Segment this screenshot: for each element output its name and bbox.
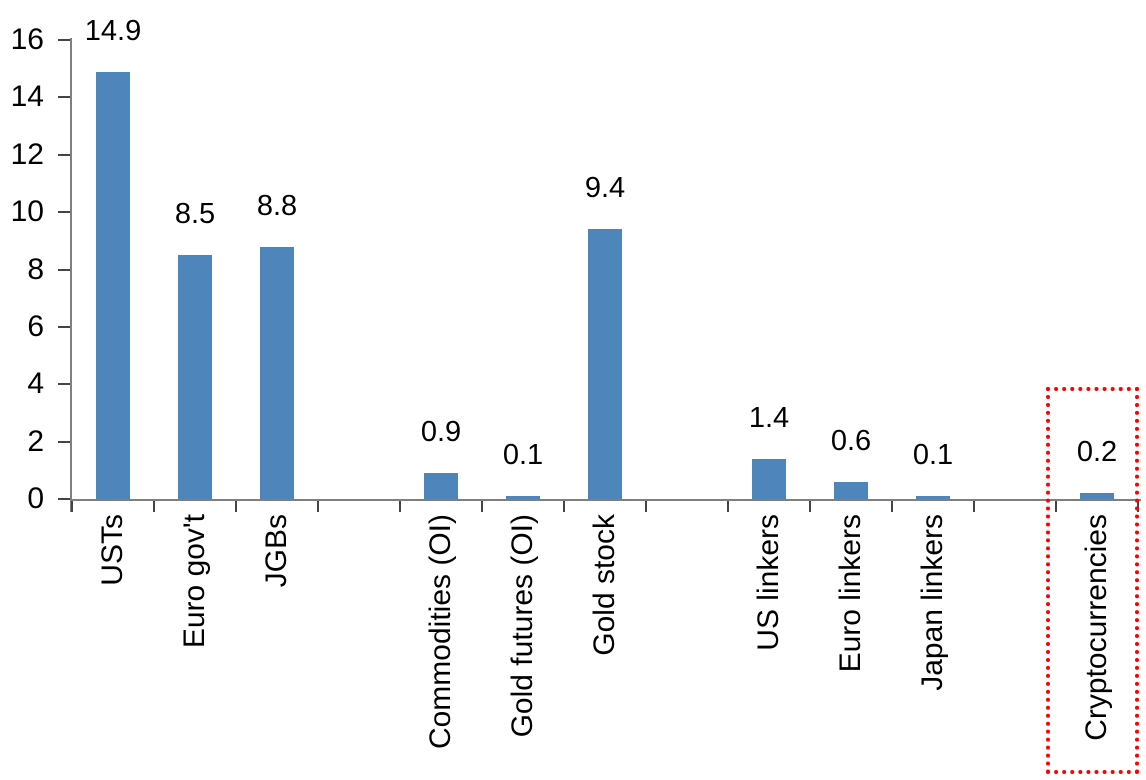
y-axis-tick (58, 39, 70, 41)
bar-jgbs (260, 246, 294, 499)
y-axis-tick (58, 153, 70, 156)
y-axis-tick (58, 383, 70, 386)
bar-value-label-euro-linkers: 0.6 (830, 424, 872, 457)
bar-gold-stock (588, 229, 622, 499)
bar-value-label-japan-linkers: 0.1 (912, 439, 954, 472)
bar-gold-futures-oi (506, 496, 540, 499)
y-axis-tick (58, 96, 70, 99)
bar-euro-linkers (834, 481, 868, 499)
y-axis-tick-label: 4 (27, 367, 44, 401)
bar-value-label-us-linkers: 1.4 (748, 401, 790, 434)
bar-us-linkers (752, 458, 786, 499)
x-axis-tick (317, 501, 319, 512)
highlight-box-cryptocurrencies (1046, 387, 1139, 774)
bar-value-label-commodities-oi: 0.9 (420, 416, 462, 449)
x-axis-tick (973, 501, 975, 512)
x-axis-tick (891, 501, 893, 512)
bar-value-label-cryptocurrencies: 0.2 (1076, 436, 1118, 469)
x-axis-category-label-us-linkers: US linkers (752, 514, 785, 651)
x-axis-category-label-commodities-oi: Commodities (OI) (424, 514, 457, 750)
bar-cryptocurrencies (1080, 493, 1114, 499)
bar-usts (96, 71, 130, 499)
x-axis-category-label-usts: USTs (96, 514, 129, 586)
bar-value-label-gold-futures-oi: 0.1 (502, 439, 544, 472)
bar-value-label-gold-stock: 9.4 (584, 172, 626, 205)
bar-value-label-usts: 14.9 (84, 14, 142, 47)
x-axis-tick (481, 501, 483, 512)
y-axis-tick-label: 0 (27, 482, 44, 515)
x-axis-tick (235, 501, 237, 512)
y-axis-tick-label: 16 (10, 23, 44, 56)
x-axis-category-label-gold-stock: Gold stock (588, 514, 621, 656)
y-axis-tick-label: 2 (27, 424, 44, 458)
y-axis-tick (58, 268, 70, 271)
y-axis-tick-label: 8 (27, 252, 44, 286)
y-axis-tick-label: 6 (27, 309, 44, 343)
y-axis-line (70, 38, 72, 512)
x-axis-tick (71, 501, 73, 512)
y-axis-tick (58, 440, 70, 443)
x-axis-line (70, 499, 1141, 501)
x-axis-tick (1055, 501, 1057, 512)
x-axis-category-label-japan-linkers: Japan linkers (916, 514, 949, 691)
y-axis-tick-label: 10 (10, 195, 44, 229)
y-axis-tick (58, 211, 70, 214)
bar-japan-linkers (916, 496, 950, 499)
x-axis-tick (153, 501, 155, 512)
x-axis-tick (809, 501, 811, 512)
x-axis-tick (399, 501, 401, 512)
bar-euro-gov-t (178, 255, 212, 499)
bar-commodities-oi (424, 473, 458, 499)
x-axis-category-label-jgbs: JGBs (260, 514, 293, 588)
y-axis-tick-label: 14 (10, 80, 44, 114)
x-axis-category-label-euro-gov-t: Euro gov't (178, 514, 211, 649)
y-axis-tick (58, 498, 70, 500)
y-axis-tick-label: 12 (10, 137, 44, 171)
bar-value-label-jgbs: 8.8 (256, 189, 298, 222)
x-axis-tick (727, 501, 729, 512)
x-axis-category-label-euro-linkers: Euro linkers (834, 514, 867, 673)
x-axis-tick (563, 501, 565, 512)
y-axis-tick (58, 325, 70, 328)
x-axis-tick (645, 501, 647, 512)
bar-value-label-euro-gov-t: 8.5 (174, 198, 216, 231)
x-axis-category-label-gold-futures-oi: Gold futures (OI) (506, 514, 539, 738)
